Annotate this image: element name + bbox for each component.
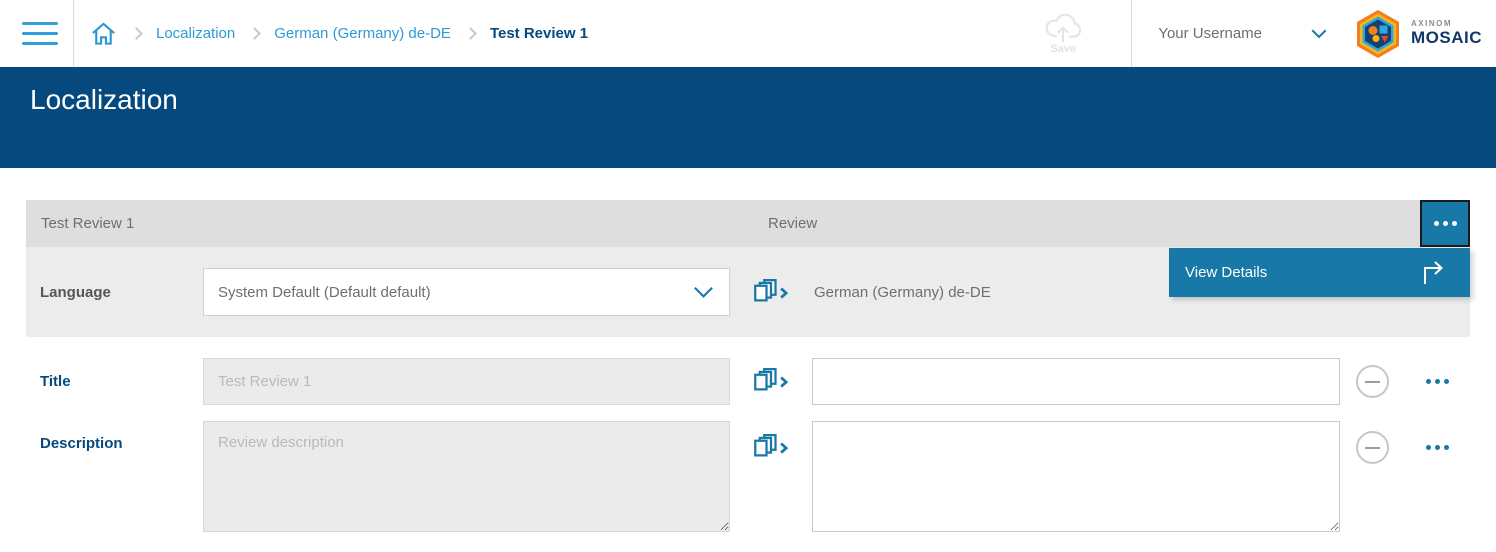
divider bbox=[1131, 0, 1133, 67]
view-details-label: View Details bbox=[1185, 264, 1268, 281]
description-row: Description bbox=[26, 421, 1470, 532]
save-label: Save bbox=[1050, 42, 1077, 55]
copy-icon bbox=[754, 368, 789, 391]
hamburger-menu-button[interactable] bbox=[22, 22, 58, 45]
logo-brand-label: AXINOM bbox=[1411, 18, 1452, 28]
title-row: Title bbox=[26, 358, 1470, 405]
language-target-value: German (Germany) de-DE bbox=[814, 283, 991, 301]
title-target-input[interactable] bbox=[812, 358, 1340, 405]
remove-description-button[interactable] bbox=[1356, 431, 1389, 464]
topbar-right: Save Your Username AXINOM MOSAIC bbox=[1032, 0, 1496, 67]
content: Test Review 1 Review View Details Langua… bbox=[0, 168, 1496, 532]
copy-description-button[interactable] bbox=[730, 434, 812, 461]
description-label: Description bbox=[40, 435, 123, 452]
brand-logo: AXINOM MOSAIC bbox=[1354, 9, 1482, 59]
copy-language-button[interactable] bbox=[730, 278, 812, 306]
home-icon bbox=[92, 22, 115, 45]
divider bbox=[73, 0, 74, 67]
copy-title-button[interactable] bbox=[730, 368, 812, 395]
section-more-options-button[interactable] bbox=[1420, 200, 1470, 247]
mosaic-logo-icon bbox=[1357, 9, 1399, 58]
page-header: Localization bbox=[0, 67, 1496, 168]
chevron-down-icon bbox=[694, 286, 713, 298]
title-label: Title bbox=[40, 373, 71, 390]
username-label: Your Username bbox=[1158, 25, 1262, 42]
user-menu-button[interactable]: Your Username bbox=[1132, 25, 1354, 43]
breadcrumb-current: Test Review 1 bbox=[489, 25, 589, 42]
breadcrumb-separator-icon bbox=[464, 27, 477, 40]
remove-title-button[interactable] bbox=[1356, 365, 1389, 398]
go-to-details-arrow-icon bbox=[1424, 260, 1443, 284]
more-options-icon bbox=[1426, 379, 1449, 384]
breadcrumb-link-localization[interactable]: Localization bbox=[156, 25, 236, 42]
title-more-options-button[interactable] bbox=[1426, 379, 1449, 384]
view-details-menu-item[interactable]: View Details bbox=[1169, 248, 1470, 297]
description-target-textarea[interactable] bbox=[812, 421, 1340, 532]
chevron-down-icon bbox=[1311, 29, 1327, 38]
copy-icon bbox=[754, 434, 789, 457]
description-more-options-button[interactable] bbox=[1426, 445, 1449, 450]
home-button[interactable] bbox=[90, 20, 117, 47]
title-source-input[interactable] bbox=[203, 358, 730, 405]
section-header: Test Review 1 Review bbox=[26, 200, 1470, 247]
hamburger-icon bbox=[22, 22, 58, 25]
more-options-icon bbox=[1426, 445, 1449, 450]
section-title-source: Test Review 1 bbox=[41, 215, 135, 232]
more-options-icon bbox=[1433, 221, 1457, 226]
language-select[interactable]: System Default (Default default) bbox=[203, 268, 730, 316]
language-label: Language bbox=[40, 283, 111, 301]
description-source-textarea[interactable] bbox=[203, 421, 730, 532]
logo-product-label: MOSAIC bbox=[1411, 27, 1482, 47]
breadcrumb-separator-icon bbox=[248, 27, 262, 40]
save-button[interactable]: Save bbox=[1032, 13, 1094, 55]
section-title-target: Review bbox=[768, 215, 818, 232]
topbar: Localization German (Germany) de-DE Test… bbox=[0, 0, 1496, 67]
page-title: Localization bbox=[30, 84, 178, 115]
save-cloud-icon bbox=[1045, 13, 1082, 42]
copy-icon bbox=[754, 278, 789, 301]
language-selected-option: System Default (Default default) bbox=[218, 283, 431, 301]
breadcrumb: Localization German (Germany) de-DE Test… bbox=[90, 20, 588, 47]
breadcrumb-separator-icon bbox=[130, 27, 143, 40]
breadcrumb-link-locale[interactable]: German (Germany) de-DE bbox=[274, 25, 451, 42]
